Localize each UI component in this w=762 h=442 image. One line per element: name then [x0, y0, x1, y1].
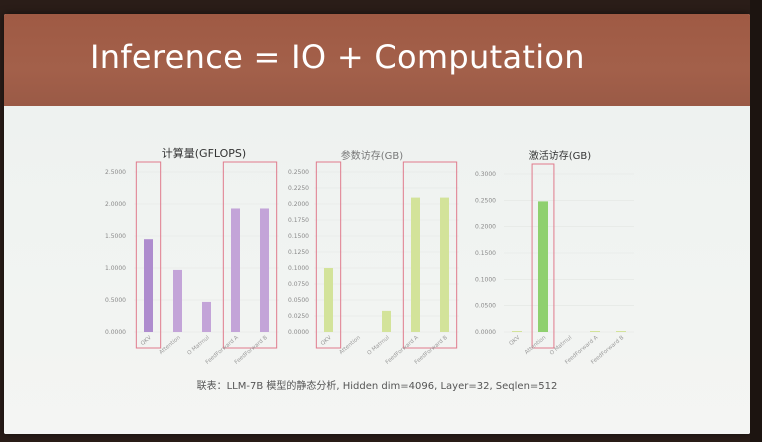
bar: [382, 310, 391, 332]
y-tick-label: 2.0000: [105, 201, 126, 208]
x-tick-label: O Matmul: [186, 335, 211, 357]
y-tick-label: 0.1250: [288, 249, 309, 256]
bar: [512, 331, 522, 332]
y-tick-label: 0.2000: [288, 201, 309, 208]
highlight-outline: [531, 163, 555, 349]
x-tick-label: Attention: [338, 335, 362, 356]
bar: [173, 269, 182, 332]
x-tick-label: Attention: [524, 335, 548, 356]
slide-title-band: Inference = IO + Computation: [4, 14, 750, 106]
y-tick-label: 0.1500: [475, 250, 496, 257]
y-tick-label: 0.0750: [288, 281, 309, 288]
y-tick-label: 0.1750: [288, 217, 309, 224]
x-tick-label: QKV: [140, 335, 153, 347]
bar: [411, 197, 420, 332]
bar: [231, 208, 240, 332]
y-tick-label: 0.2500: [288, 169, 309, 176]
highlight-outline: [315, 161, 342, 349]
charts-area: 计算量(GFLOPS) 0.0000 0.5000 1.0000 1.5000 2.000…: [105, 146, 634, 366]
bar: [440, 197, 449, 332]
y-tick-label: 0.1000: [288, 265, 309, 272]
x-tick-label: O Matmul: [549, 335, 574, 357]
y-tick-label: 0.0500: [475, 303, 496, 310]
chart-title: 参数访存(GB): [341, 149, 404, 162]
slide-caption: 联表：LLM-7B 模型的静态分析, Hidden dim=4096, Laye…: [196, 381, 558, 392]
highlight-outline: [222, 161, 278, 349]
bar: [202, 301, 211, 332]
chart-title: 计算量(GFLOPS): [162, 146, 246, 160]
y-tick-label: 0.2250: [288, 185, 309, 192]
bar: [616, 331, 626, 332]
y-tick-label: 0.0000: [288, 329, 309, 336]
projected-slide: Inference = IO + Computation 计算量(GFLOPS)…: [4, 14, 750, 434]
bar: [590, 331, 600, 332]
y-tick-label: 0.5000: [105, 297, 126, 304]
x-tick-label: O Matmul: [366, 335, 391, 357]
slide-body: [4, 106, 750, 434]
y-tick-label: 0.0250: [288, 313, 309, 320]
chart-title: 激活访存(GB): [529, 149, 592, 162]
y-tick-label: 0.3000: [475, 171, 496, 178]
x-tick-label: QKV: [508, 335, 521, 347]
slide-title: Inference = IO + Computation: [90, 38, 585, 76]
x-tick-label: QKV: [320, 335, 333, 347]
highlight-outline: [135, 161, 162, 349]
highlight-outline: [402, 161, 458, 349]
bar: [538, 201, 548, 332]
y-tick-label: 1.5000: [105, 233, 126, 240]
y-tick-label: 1.0000: [105, 265, 126, 272]
y-tick-label: 0.2000: [475, 224, 496, 231]
x-tick-label: Attention: [158, 335, 182, 356]
y-tick-label: 0.2500: [475, 197, 496, 204]
y-tick-label: 0.0000: [475, 329, 496, 336]
y-tick-label: 0.0500: [288, 297, 309, 304]
room-edge: [750, 0, 762, 442]
bar: [260, 208, 269, 332]
bar: [144, 239, 153, 332]
y-tick-label: 0.1500: [288, 233, 309, 240]
y-tick-label: 0.0000: [105, 329, 126, 336]
y-tick-label: 0.1000: [475, 276, 496, 283]
y-tick-label: 2.5000: [105, 169, 126, 176]
bar: [324, 268, 333, 332]
